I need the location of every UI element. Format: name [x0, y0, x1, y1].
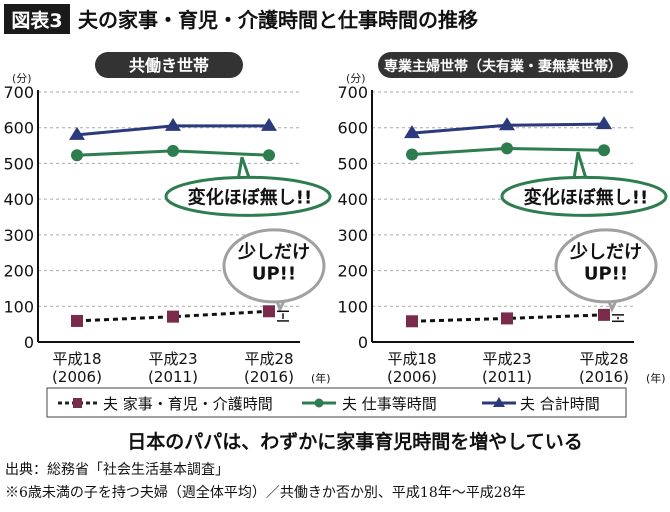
x-unit-label: (年) — [311, 371, 331, 385]
x-tick-label: 平成23 — [148, 350, 197, 368]
x-tick-label-year: (2016) — [579, 368, 629, 386]
chart-title: 専業主婦世帯（夫有業・妻無業世帯） — [384, 58, 622, 75]
data-point-work — [406, 148, 418, 161]
y-tick-label: 300 — [337, 226, 368, 245]
data-point-housework — [501, 312, 513, 325]
legend-marker-housework — [73, 398, 82, 408]
data-point-total — [499, 117, 515, 131]
y-tick-label: 700 — [3, 83, 34, 102]
y-tick-label: 100 — [3, 297, 34, 316]
y-tick-label: 200 — [337, 262, 368, 281]
callout-flat-text: 変化ほぼ無し!! — [188, 186, 312, 208]
subtitle: 日本のパパは、わずかに家事育児時間を増やしている — [127, 430, 582, 453]
legend: 夫 家事・育児・介護時間 夫 仕事等時間 夫 合計時間 — [46, 387, 627, 418]
legend-marker-total — [493, 397, 505, 407]
x-tick-label: 平成28 — [244, 350, 293, 368]
x-tick-label: 平成28 — [579, 350, 628, 368]
data-point-work — [598, 144, 610, 157]
source-text: 出典：総務省「社会生活基本調査」 — [5, 461, 229, 478]
data-point-total — [261, 117, 277, 131]
figure-title: 夫の家事・育児・介護時間と仕事時間の推移 — [78, 8, 478, 32]
x-unit-label: (年) — [646, 371, 666, 385]
x-tick-label-year: (2006) — [387, 368, 437, 386]
x-tick-label-year: (2011) — [482, 368, 532, 386]
y-tick-label: 400 — [337, 190, 368, 209]
series-line-housework — [411, 313, 605, 323]
data-point-housework — [263, 305, 275, 318]
y-unit-label: (分) — [346, 72, 366, 85]
data-point-work — [263, 149, 275, 162]
data-point-work — [71, 149, 83, 162]
callout-up-line1: 少しだけ — [237, 242, 310, 263]
legend-label-work: 夫 仕事等時間 — [342, 395, 437, 413]
legend-label-housework: 夫 家事・育児・介護時間 — [103, 395, 273, 413]
note-text: ※6歳未満の子を持つ夫婦（週全体平均）／共働きか否か別、平成18年～平成28年 — [5, 484, 526, 501]
data-point-total — [69, 126, 85, 140]
chart-title: 共働き世帯 — [129, 56, 209, 75]
data-point-housework — [598, 308, 610, 321]
y-tick-label: 600 — [3, 119, 34, 138]
y-tick-label: 0 — [358, 333, 368, 352]
x-tick-label-year: (2006) — [52, 368, 102, 386]
chart-2: 専業主婦世帯（夫有業・妻無業世帯） (分) 0 100 200 300 400 500 600 7… — [337, 52, 668, 386]
y-tick-label: 0 — [24, 333, 34, 352]
callout-up-tail-mask — [602, 277, 626, 287]
callout-flat-bubble — [500, 175, 668, 217]
y-tick-label: 300 — [3, 226, 34, 245]
data-point-work — [167, 144, 179, 157]
callout-up-line2: UP!! — [584, 264, 628, 285]
x-tick-label: 平成18 — [52, 350, 101, 368]
data-point-housework — [167, 310, 179, 323]
y-unit-label: (分) — [12, 72, 32, 85]
data-point-total — [404, 125, 420, 139]
callout-up-line2: UP!! — [252, 264, 296, 285]
callout-up-tail-mask — [270, 277, 294, 287]
callout-flat-tail-mask — [570, 186, 594, 194]
callout-up-line1: 少しだけ — [569, 242, 642, 263]
callout-up-bubble — [554, 228, 658, 304]
y-tick-label: 100 — [337, 297, 368, 316]
callout-up-bubble — [222, 228, 326, 304]
y-tick-label: 500 — [3, 154, 34, 173]
data-point-housework — [406, 315, 418, 328]
figure-badge: 図表3 — [11, 9, 62, 32]
callout-flat-tail-mask — [234, 186, 258, 194]
x-tick-label-year: (2011) — [148, 368, 198, 386]
x-tick-label-year: (2016) — [244, 368, 294, 386]
chart-title-bg — [95, 52, 243, 78]
data-point-housework — [71, 314, 83, 327]
y-tick-label: 400 — [3, 190, 34, 209]
chart-1: 共働き世帯 (分) 0 100 200 300 400 500 600 700 平成18(2006)… — [3, 52, 332, 386]
y-tick-label: 600 — [337, 119, 368, 138]
legend-marker-work — [314, 398, 324, 408]
chart-title-bg — [378, 52, 628, 78]
data-point-total — [165, 117, 181, 131]
legend-label-total: 夫 合計時間 — [520, 395, 600, 413]
x-tick-label: 平成23 — [482, 350, 531, 368]
y-tick-label: 500 — [337, 154, 368, 173]
callout-flat-text: 変化ほぼ無し!! — [524, 186, 648, 208]
data-point-work — [501, 142, 513, 155]
callout-flat-bubble — [164, 175, 332, 217]
data-point-total — [596, 116, 612, 130]
y-tick-label: 700 — [337, 83, 368, 102]
figure-badge-bg — [4, 4, 70, 34]
x-tick-label: 平成18 — [387, 350, 436, 368]
y-tick-label: 200 — [3, 262, 34, 281]
